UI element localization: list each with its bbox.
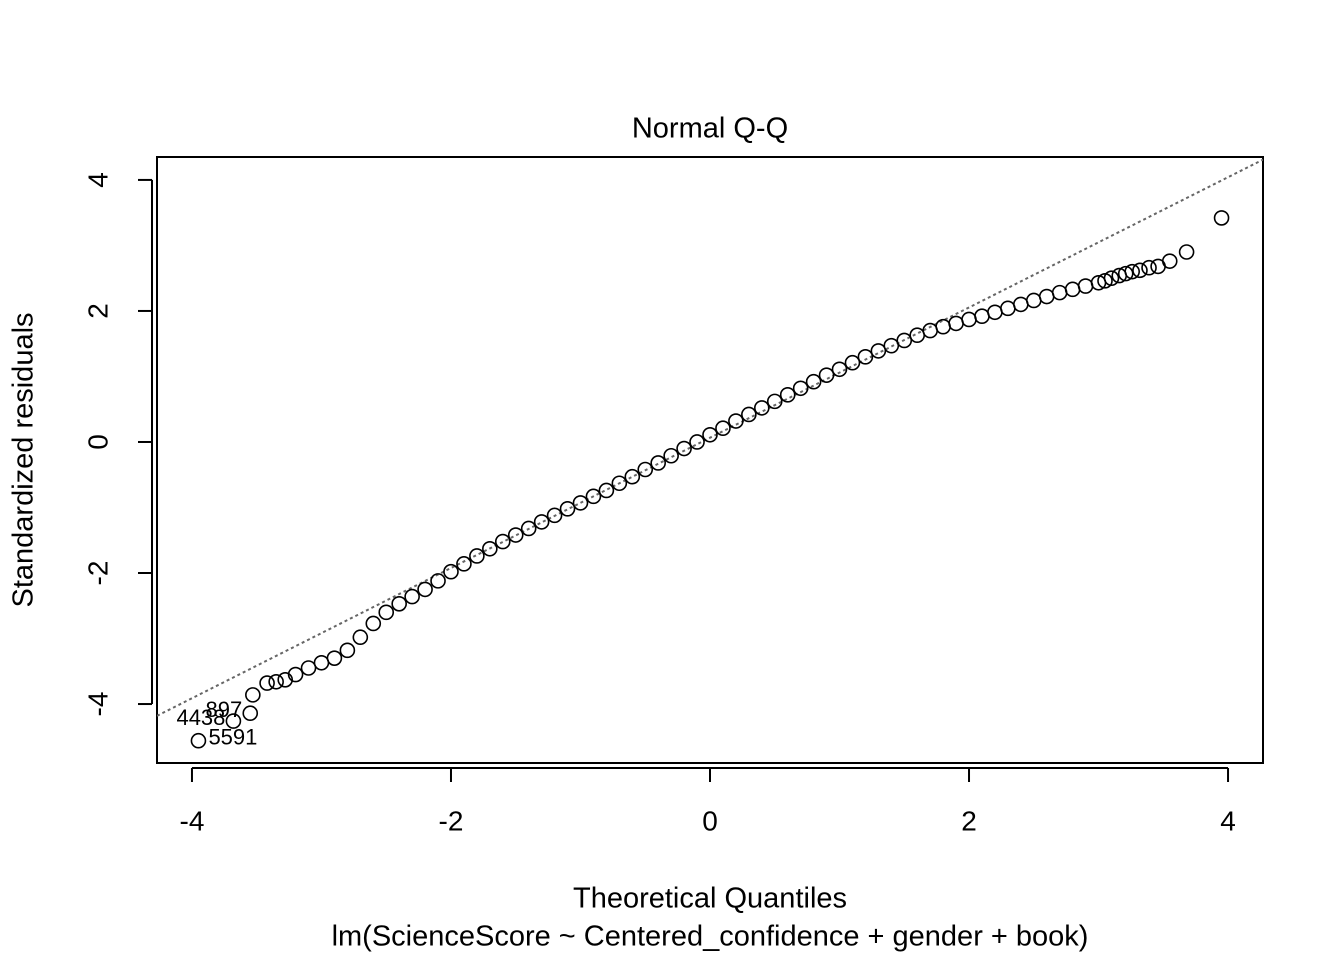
data-point (1077, 278, 1094, 294)
data-point (482, 540, 498, 557)
point-label: 5591 (208, 725, 257, 750)
data-point (245, 687, 261, 703)
point-label: 4438 (176, 705, 225, 730)
x-axis-label: Theoretical Quantiles (573, 883, 847, 915)
data-point (831, 361, 848, 378)
data-point (1178, 244, 1195, 260)
data-point (546, 507, 563, 524)
plot-frame (156, 156, 1264, 764)
data-point (728, 413, 744, 429)
data-point (805, 373, 822, 390)
y-tick-label: 0 (82, 434, 113, 450)
data-point (520, 520, 537, 537)
data-point (689, 434, 705, 450)
data-point (352, 629, 369, 646)
data-point (624, 468, 641, 485)
data-point (909, 327, 926, 343)
data-point (922, 322, 938, 339)
data-point (637, 461, 654, 478)
data-point (585, 488, 602, 505)
data-point (611, 475, 628, 492)
data-point (313, 654, 330, 671)
data-point (1025, 292, 1042, 309)
y-tick-label: 2 (82, 303, 113, 319)
data-point (259, 675, 275, 691)
data-point (1097, 273, 1113, 289)
plot-area (157, 158, 1263, 749)
data-point (268, 673, 284, 690)
data-point (948, 315, 964, 332)
data-point (391, 596, 407, 612)
data-point (598, 482, 615, 499)
data-point (663, 447, 679, 464)
data-point (1051, 284, 1068, 301)
data-point (1213, 210, 1230, 226)
data-point (818, 367, 835, 383)
data-point (417, 581, 433, 598)
data-point (456, 556, 472, 572)
point-label: 897 (206, 697, 243, 722)
data-point (326, 650, 343, 666)
data-point (1117, 265, 1134, 282)
x-tick-label: -4 (180, 805, 205, 836)
data-point (559, 501, 576, 517)
data-point (779, 387, 796, 403)
data-point (883, 337, 900, 354)
data-point (572, 495, 589, 511)
data-point (896, 332, 913, 349)
data-point (754, 400, 770, 416)
data-point (378, 604, 395, 621)
data-point (857, 349, 874, 365)
data-point (225, 713, 242, 729)
data-point (1038, 288, 1055, 305)
data-point (507, 527, 524, 543)
data-point (844, 354, 861, 371)
data-point (469, 548, 485, 564)
data-point (190, 732, 207, 749)
data-point (741, 406, 757, 423)
data-point (494, 533, 511, 550)
data-point (404, 588, 420, 605)
data-point (300, 660, 317, 676)
data-point (792, 380, 809, 397)
data-point (430, 573, 446, 589)
data-point (1013, 296, 1029, 313)
data-point (1000, 300, 1016, 317)
chart-title: Normal Q-Q (632, 113, 788, 145)
data-point (870, 343, 887, 359)
y-tick-label: -4 (82, 692, 113, 717)
data-point (650, 455, 666, 471)
data-point (961, 311, 977, 328)
x-tick-label: 4 (1220, 805, 1236, 836)
subtitle: lm(ScienceScore ~ Centered_confidence + … (332, 921, 1089, 953)
data-point (935, 318, 951, 335)
data-point (1124, 263, 1140, 280)
data-point (1064, 281, 1081, 298)
y-axis-label: Standardized residuals (8, 312, 40, 607)
data-point (676, 440, 692, 457)
data-point (987, 304, 1003, 321)
x-tick-label: -2 (439, 805, 464, 836)
x-tick-label: 0 (702, 805, 718, 836)
data-point (1132, 262, 1148, 279)
data-point (702, 426, 718, 443)
data-point (287, 666, 304, 683)
data-point (242, 705, 259, 722)
data-point (766, 393, 783, 410)
x-tick-label: 2 (961, 805, 977, 836)
data-point (533, 514, 550, 530)
data-point (1103, 270, 1120, 287)
y-tick-label: -2 (82, 561, 113, 586)
data-point (365, 615, 382, 632)
data-point (1141, 259, 1157, 276)
data-point (715, 420, 731, 437)
data-point (1161, 253, 1178, 269)
reference-line (157, 158, 1263, 717)
data-point (443, 563, 459, 580)
y-tick-label: 4 (82, 172, 113, 188)
data-point (974, 308, 990, 324)
data-point (339, 642, 356, 659)
